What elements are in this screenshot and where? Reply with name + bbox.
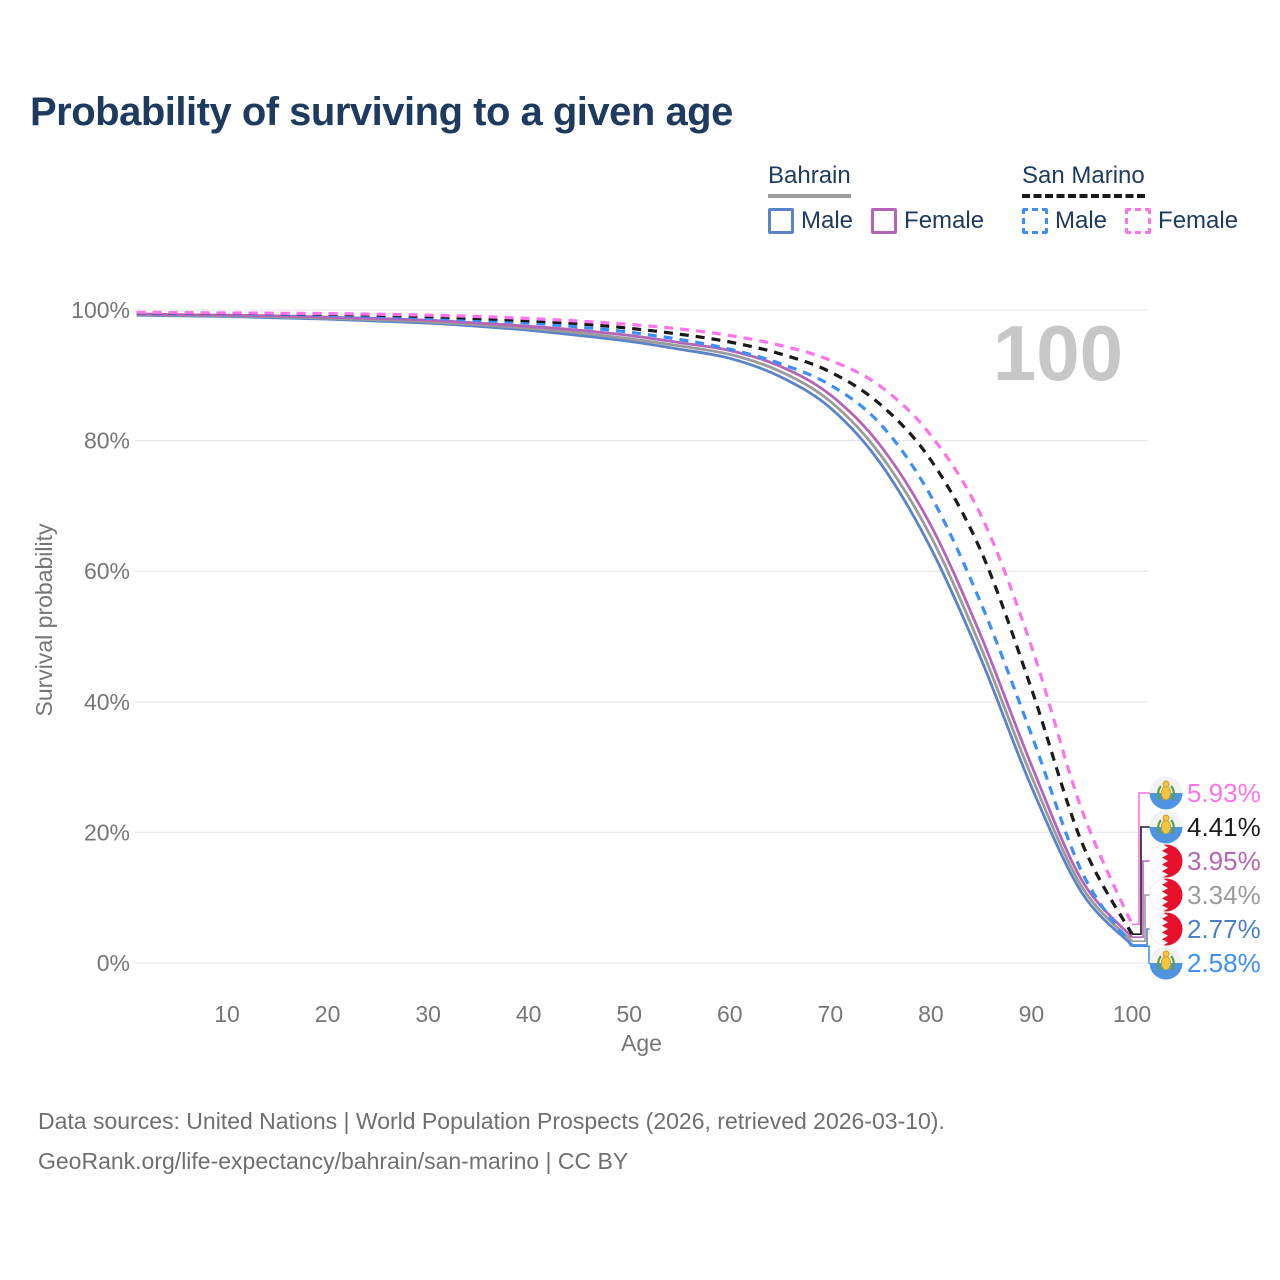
legend-item-bahrain-male[interactable]: Male: [768, 207, 853, 235]
x-axis-title: Age: [621, 1030, 662, 1056]
survival-curve-bahrain-both-sexes: [136, 313, 1134, 943]
x-tick-label-60: 60: [717, 1001, 743, 1027]
footer-attribution: GeoRank.org/life-expectancy/bahrain/san-…: [38, 1147, 629, 1174]
legend-swatch-sanmarino-male[interactable]: [1022, 208, 1048, 234]
label-connector: [1132, 894, 1150, 942]
y-tick-label-0: 0%: [97, 950, 130, 976]
legend-group-sanmarino: San Marino Male Female: [1022, 162, 1238, 235]
x-tick-label-40: 40: [516, 1001, 542, 1027]
legend-swatch-bahrain-female[interactable]: [871, 208, 898, 234]
page-title: Probability of surviving to a given age: [30, 90, 733, 134]
legend-swatch-bahrain-male[interactable]: [768, 208, 794, 234]
footer-data-sources: Data sources: United Nations | World Pop…: [38, 1108, 945, 1134]
legend-swatch-sanmarino-female[interactable]: [1125, 208, 1152, 234]
y-tick-label-100: 100%: [71, 297, 130, 323]
flag-icon-sanmarino: [1149, 776, 1183, 810]
flag-icon-sanmarino: [1149, 810, 1183, 844]
x-tick-label-50: 50: [616, 1001, 642, 1027]
x-tick-label-30: 30: [415, 1001, 441, 1027]
label-connector: [1132, 928, 1150, 946]
survival-curve-san-marino-male: [136, 311, 1134, 948]
chart-footer: Data sources: United Nations | World Pop…: [38, 1102, 945, 1181]
end-label-value: 4.41%: [1187, 812, 1261, 842]
legend-item-sanmarino-female[interactable]: Female: [1125, 207, 1238, 235]
age-watermark: 100: [993, 309, 1123, 397]
label-connector: [1132, 792, 1150, 926]
legend-item-sanmarino-male[interactable]: Male: [1022, 207, 1107, 235]
legend-label-bahrain-male: Male: [801, 207, 854, 234]
legend-label-sanmarino-female: Female: [1158, 207, 1239, 234]
flag-icon-sanmarino: [1149, 946, 1183, 980]
end-label-value: 5.93%: [1187, 778, 1261, 808]
legend-title-bahrain: Bahrain: [768, 162, 851, 198]
flag-icon-bahrain: [1149, 878, 1183, 912]
end-label-value: 3.34%: [1187, 880, 1261, 910]
flag-icon-bahrain: [1149, 912, 1183, 946]
x-tick-label-80: 80: [918, 1001, 944, 1027]
end-label-san-marino-female: 5.93%: [1132, 776, 1261, 926]
label-connector: [1132, 860, 1150, 938]
legend-label-sanmarino-male: Male: [1055, 207, 1108, 234]
end-label-bahrain-female: 3.95%: [1132, 844, 1261, 938]
survival-curve-san-marino-female: [136, 310, 1134, 925]
x-tick-label-70: 70: [818, 1001, 844, 1027]
x-tick-label-90: 90: [1019, 1001, 1045, 1027]
y-tick-label-80: 80%: [84, 428, 130, 454]
survival-curve-bahrain-male: [136, 313, 1134, 946]
label-connector: [1132, 945, 1150, 964]
end-label-san-marino-male: 2.58%: [1132, 945, 1261, 980]
end-label-san-marino-both-sexes: 4.41%: [1132, 810, 1261, 935]
legend-title-sanmarino: San Marino: [1022, 162, 1145, 198]
x-tick-label-100: 100: [1113, 1001, 1151, 1027]
y-axis-title: Survival probability: [31, 523, 57, 717]
y-tick-label-40: 40%: [84, 689, 130, 715]
x-tick-label-10: 10: [214, 1001, 240, 1027]
x-tick-label-20: 20: [315, 1001, 341, 1027]
end-label-value: 3.95%: [1187, 846, 1261, 876]
survival-curve-san-marino-both-sexes: [136, 311, 1134, 935]
y-tick-label-20: 20%: [84, 819, 130, 845]
legend-group-bahrain: Bahrain Male Female: [768, 162, 984, 235]
end-label-value: 2.77%: [1187, 914, 1261, 944]
end-label-bahrain-both-sexes: 3.34%: [1132, 878, 1261, 942]
label-connector: [1132, 826, 1150, 935]
legend-label-bahrain-female: Female: [904, 207, 985, 234]
survival-curve-bahrain-female: [136, 312, 1134, 939]
legend-item-bahrain-female[interactable]: Female: [871, 207, 984, 235]
flag-icon-bahrain: [1149, 844, 1183, 878]
end-label-bahrain-male: 2.77%: [1132, 912, 1261, 946]
y-tick-label-60: 60%: [84, 558, 130, 584]
end-label-value: 2.58%: [1187, 948, 1261, 978]
